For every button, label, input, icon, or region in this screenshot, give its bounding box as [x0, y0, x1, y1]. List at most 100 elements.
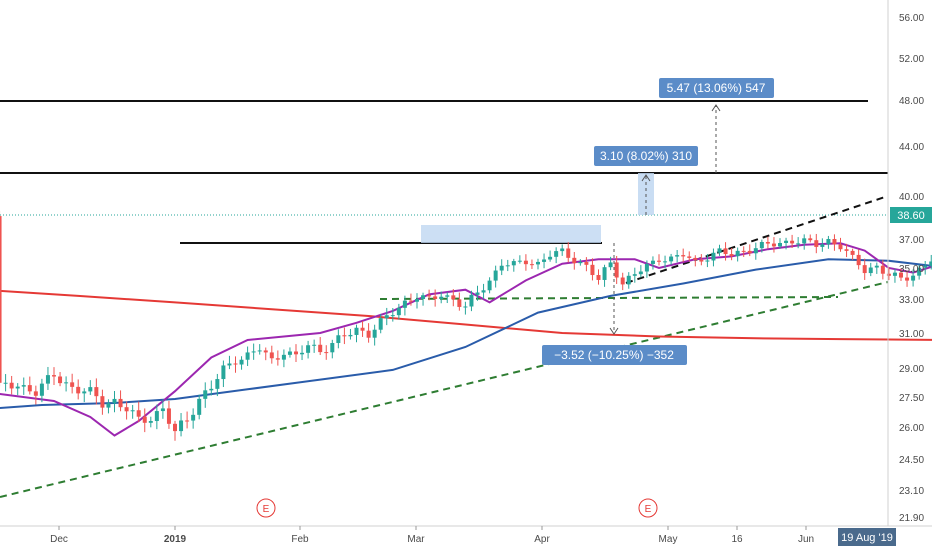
moving-average-mid	[0, 258, 932, 409]
price-tick-label: 37.00	[899, 235, 924, 246]
candle-body	[505, 265, 510, 267]
candle-body	[257, 350, 262, 352]
candle-body	[269, 352, 274, 359]
candle-body	[27, 385, 32, 392]
candle-body	[415, 299, 419, 302]
candle-body	[517, 260, 522, 262]
candle-body	[306, 345, 311, 353]
candle-body	[390, 315, 395, 317]
candle-body	[408, 300, 413, 302]
price-tick-label: 40.00	[899, 192, 924, 203]
candle-body	[663, 261, 668, 263]
candle-body	[832, 238, 837, 245]
price-tick-label: 21.90	[899, 513, 924, 524]
candle-body	[717, 248, 722, 253]
candle-body	[209, 388, 214, 391]
price-tick-label: 33.00	[899, 295, 924, 306]
last-price-value: 38.60	[897, 210, 925, 222]
price-tick-label: 56.00	[899, 13, 924, 24]
earnings-markers[interactable]: E E	[256, 498, 658, 518]
candle-body	[100, 396, 105, 408]
candle-body	[753, 248, 758, 254]
price-axis[interactable]: 56.00 52.00 48.00 44.00 40.00 37.00 35.0…	[887, 0, 932, 526]
candle-body	[523, 260, 528, 265]
earnings-marker-1	[256, 498, 276, 518]
candle-body	[765, 241, 770, 244]
candle-body	[439, 296, 444, 299]
candle-body	[542, 259, 547, 262]
candle-body	[94, 387, 99, 397]
candle-body	[874, 265, 879, 268]
candle-body	[493, 270, 498, 281]
measure-label-box-small	[594, 146, 698, 166]
candle-body	[892, 272, 897, 276]
candle-body	[451, 295, 456, 300]
candle-body	[638, 271, 643, 275]
candle-body	[808, 238, 813, 241]
candle-body	[15, 386, 20, 389]
time-tick-label: Dec	[50, 534, 68, 545]
candle-body	[735, 250, 740, 257]
candle-body	[475, 292, 480, 295]
candlestick-series	[0, 211, 932, 441]
candle-body	[747, 250, 752, 254]
candle-body	[203, 390, 208, 399]
candle-body	[179, 420, 184, 432]
candle-body	[481, 290, 486, 293]
candle-body	[771, 243, 776, 247]
candle-body	[287, 351, 292, 355]
candle-body	[826, 238, 831, 245]
candle-body	[221, 365, 226, 380]
price-tick-label: 24.50	[899, 455, 924, 466]
time-tick-label: Feb	[291, 534, 309, 545]
candle-body	[784, 240, 789, 243]
candle-body	[227, 363, 232, 366]
candle-body	[814, 240, 819, 247]
candle-body	[596, 275, 601, 280]
time-axis[interactable]: Dec 2019 Feb Mar Apr May 16 Jun 19 Aug '…	[0, 525, 932, 546]
candle-body	[191, 414, 196, 421]
candle-body	[64, 382, 69, 384]
trendline-support	[379, 296, 839, 300]
price-tick-label: 27.50	[899, 393, 924, 404]
candle-body	[838, 244, 843, 250]
candle-body	[421, 295, 426, 300]
candle-body	[675, 255, 680, 257]
candle-body	[711, 252, 716, 261]
candle-body	[130, 410, 135, 412]
candle-body	[759, 241, 764, 249]
candle-body	[318, 344, 323, 353]
candle-body	[275, 358, 280, 360]
candle-body	[70, 382, 75, 387]
candle-body	[626, 275, 631, 285]
candle-body	[911, 275, 916, 281]
candle-body	[899, 272, 903, 278]
candle-body	[886, 273, 891, 276]
candle-body	[118, 398, 123, 408]
candle-body	[487, 280, 492, 291]
measure-tools: 5.47 (13.06%) 547 3.10 (8.02%) 310 −3.52…	[542, 78, 774, 365]
candle-body	[566, 248, 571, 258]
candle-body	[536, 261, 540, 265]
last-price-badge	[890, 207, 932, 223]
candle-body	[106, 403, 111, 408]
candle-body	[294, 351, 298, 355]
candle-body	[185, 420, 190, 422]
candle-body	[197, 398, 202, 415]
candle-body	[342, 335, 347, 337]
candle-body	[499, 265, 504, 271]
candle-body	[657, 260, 661, 262]
candle-body	[354, 327, 359, 335]
time-tick-label: Mar	[407, 534, 425, 545]
candle-body	[923, 265, 928, 268]
candle-body	[82, 391, 87, 394]
price-tick-label: 23.10	[899, 486, 924, 497]
candle-body	[281, 354, 286, 360]
candle-body	[820, 244, 825, 247]
candle-body	[251, 351, 256, 353]
price-tick-label: 35.00	[899, 264, 924, 275]
candle-body	[88, 387, 93, 392]
candle-body	[148, 421, 153, 423]
candle-body	[856, 254, 861, 266]
